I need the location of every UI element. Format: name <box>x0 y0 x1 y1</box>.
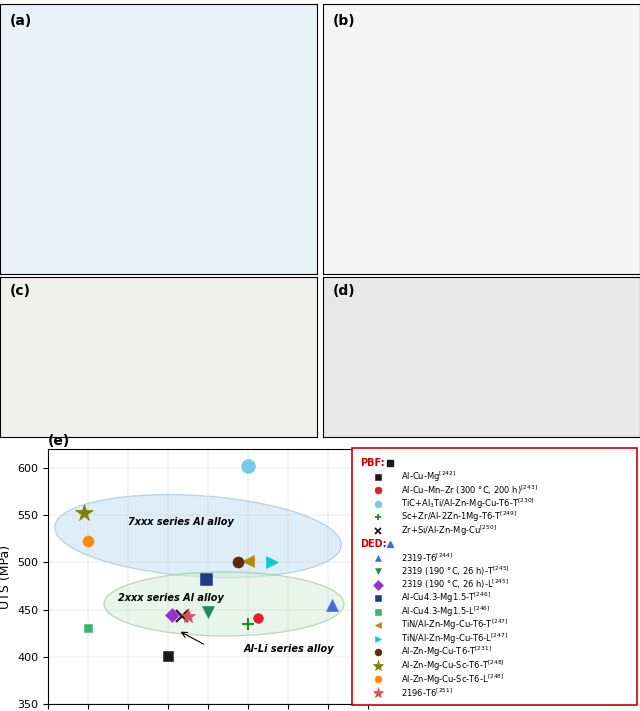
Y-axis label: UTS (MPa): UTS (MPa) <box>0 545 12 609</box>
Text: Al-Zn-Mg-Cu-T6-T$^{[231]}$: Al-Zn-Mg-Cu-T6-T$^{[231]}$ <box>401 645 492 660</box>
Text: PBF:: PBF: <box>360 458 385 468</box>
Text: 2xxx series Al alloy: 2xxx series Al alloy <box>118 593 224 604</box>
Ellipse shape <box>55 495 341 577</box>
Text: 2319 (190 °C, 26 h)-L$^{[245]}$: 2319 (190 °C, 26 h)-L$^{[245]}$ <box>401 578 509 592</box>
Text: TiN/Al-Zn-Mg-Cu-T6-T$^{[247]}$: TiN/Al-Zn-Mg-Cu-T6-T$^{[247]}$ <box>401 618 509 633</box>
Text: (a): (a) <box>10 14 32 28</box>
Text: Sc+Zr/Al-2Zn-1Mg-T6-T$^{[249]}$: Sc+Zr/Al-2Zn-1Mg-T6-T$^{[249]}$ <box>401 510 518 524</box>
Text: Al-Zn-Mg-Cu-Sc-T6-T$^{[248]}$: Al-Zn-Mg-Cu-Sc-T6-T$^{[248]}$ <box>401 658 505 673</box>
Text: 2319-T6$^{[244]}$: 2319-T6$^{[244]}$ <box>401 552 453 564</box>
Text: TiC+Al$_3$Ti/Al-Zn-Mg-Cu-T6-T$^{[230]}$: TiC+Al$_3$Ti/Al-Zn-Mg-Cu-T6-T$^{[230]}$ <box>401 496 535 510</box>
Ellipse shape <box>104 572 344 636</box>
Text: Zr+Si/Al-Zn-Mg-Cu$^{[250]}$: Zr+Si/Al-Zn-Mg-Cu$^{[250]}$ <box>401 523 497 538</box>
Text: Al-Cu–Mn–Zr (300 °C, 200 h)$^{[243]}$: Al-Cu–Mn–Zr (300 °C, 200 h)$^{[243]}$ <box>401 483 538 497</box>
Text: (d): (d) <box>333 284 355 298</box>
Text: Al-Cu4.3-Mg1.5-T$^{[246]}$: Al-Cu4.3-Mg1.5-T$^{[246]}$ <box>401 591 491 605</box>
Text: TiN/Al-Zn-Mg-Cu-T6-L$^{[247]}$: TiN/Al-Zn-Mg-Cu-T6-L$^{[247]}$ <box>401 631 508 646</box>
Text: Al-Zn-Mg-Cu-Sc-T6-L$^{[248]}$: Al-Zn-Mg-Cu-Sc-T6-L$^{[248]}$ <box>401 672 504 687</box>
Text: Al-Li series alloy: Al-Li series alloy <box>244 644 335 654</box>
Text: (b): (b) <box>333 14 355 28</box>
Text: (c): (c) <box>10 284 31 298</box>
Text: 2196-T6$^{[251]}$: 2196-T6$^{[251]}$ <box>401 687 453 699</box>
Text: Al-Cu-Mg$^{[242]}$: Al-Cu-Mg$^{[242]}$ <box>401 469 456 483</box>
Text: (e): (e) <box>48 434 70 448</box>
Text: Al-Cu4.3-Mg1.5-L$^{[246]}$: Al-Cu4.3-Mg1.5-L$^{[246]}$ <box>401 604 491 619</box>
Text: 7xxx series Al alloy: 7xxx series Al alloy <box>128 517 234 527</box>
Text: 2319 (190 °C, 26 h)-T$^{[245]}$: 2319 (190 °C, 26 h)-T$^{[245]}$ <box>401 565 510 578</box>
FancyBboxPatch shape <box>352 449 637 705</box>
Text: DED:: DED: <box>360 539 387 549</box>
